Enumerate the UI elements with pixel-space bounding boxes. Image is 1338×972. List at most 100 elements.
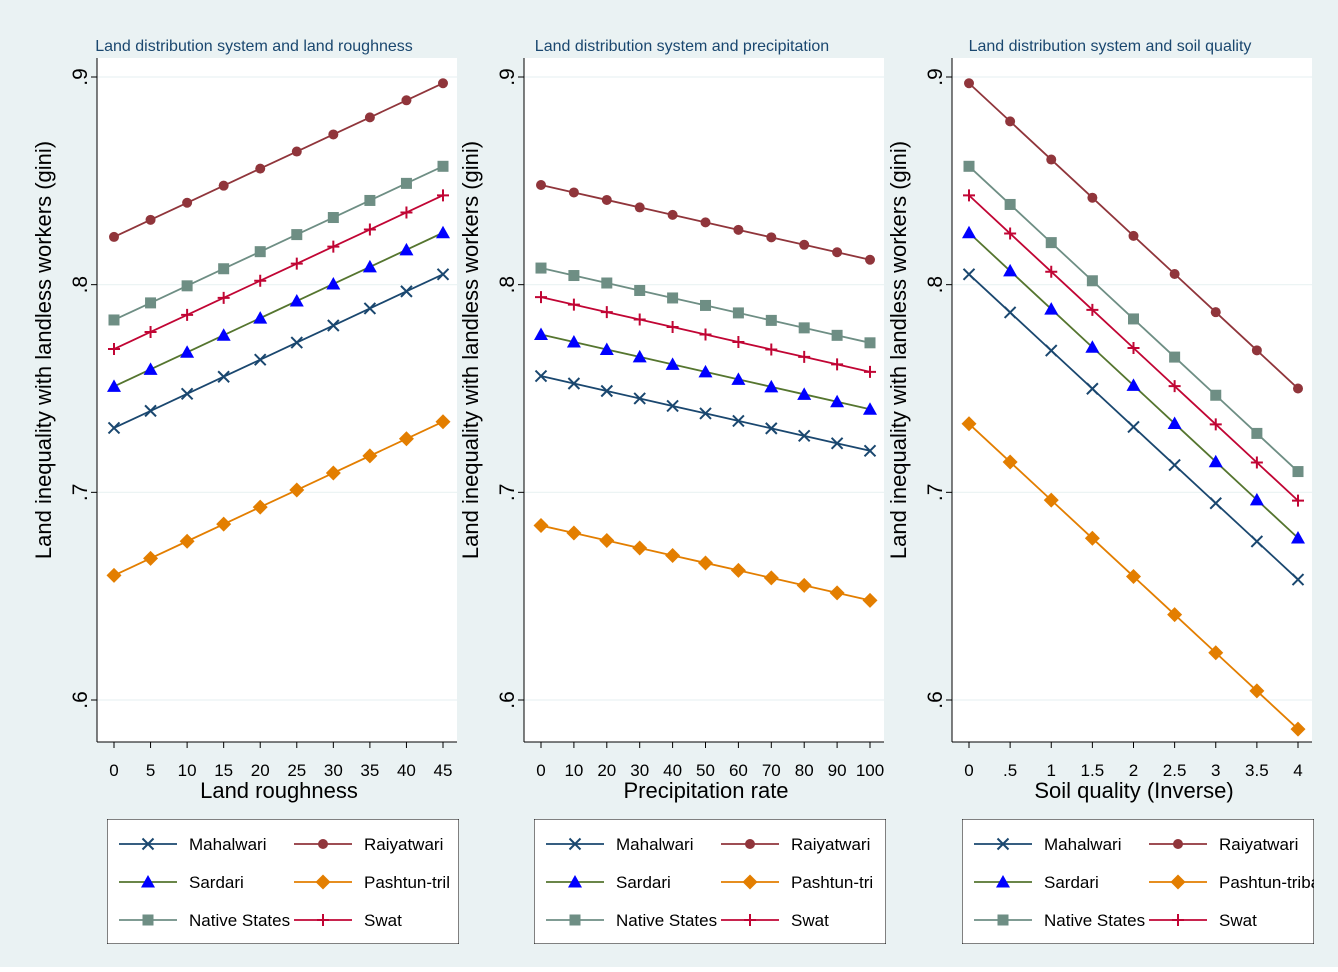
marker-raiyatwari-2	[182, 197, 193, 208]
marker-swat-2	[1045, 265, 1058, 278]
series-swat	[963, 189, 1304, 507]
marker-native-states-8	[798, 322, 810, 334]
marker-raiyatwari-7	[766, 232, 777, 243]
marker-swat	[317, 914, 329, 926]
marker-native-states-7	[364, 194, 376, 206]
legend-item: Swat	[1149, 911, 1257, 930]
marker-sardari-6	[326, 276, 341, 290]
marker-swat-1	[1004, 227, 1017, 240]
marker-raiyatwari-7	[364, 112, 375, 123]
x-tick-label: 90	[828, 761, 847, 780]
marker-sardari-7	[362, 259, 377, 273]
marker-sardari	[141, 875, 155, 888]
x-tick-label: 40	[397, 761, 416, 780]
marker-raiyatwari-2	[601, 194, 612, 205]
legend-label: Swat	[1219, 911, 1257, 930]
marker-native-states-1	[145, 297, 157, 309]
marker-swat-2	[600, 306, 613, 319]
marker-native-states-4	[1128, 313, 1139, 325]
marker-mahalwari-5	[699, 407, 712, 420]
series-line	[113, 165, 444, 321]
marker-mahalwari-2	[180, 387, 194, 401]
marker-sardari-4	[1126, 378, 1141, 391]
marker-mahalwari-4	[1127, 420, 1140, 434]
marker-pashtun-tribal-9	[435, 414, 451, 430]
marker-native-states-3	[218, 263, 230, 275]
marker-mahalwari-4	[254, 353, 267, 366]
marker-pashtun-tribal-0	[961, 416, 977, 432]
marker-sardari-0	[962, 225, 976, 239]
x-tick-label: 70	[762, 761, 781, 780]
marker-sardari-8	[797, 387, 812, 400]
marker-native-states-6	[1210, 389, 1222, 401]
legend-label: Mahalwari	[616, 835, 693, 854]
series-line	[113, 194, 444, 350]
legend-item: Mahalwari	[119, 835, 266, 854]
x-tick-label: 2	[1129, 761, 1138, 780]
legend-item: Sardari	[119, 873, 244, 892]
marker-sardari-7	[1249, 492, 1264, 506]
marker-mahalwari-3	[217, 370, 230, 383]
marker-raiyatwari-7	[1251, 345, 1262, 356]
series-swat	[535, 291, 876, 378]
marker-swat-5	[290, 257, 303, 270]
x-tick-label: 30	[630, 761, 649, 780]
x-tick-label: 1	[1047, 761, 1056, 780]
series-sardari	[534, 327, 877, 415]
marker-mahalwari-1	[144, 404, 157, 418]
legend-label: Raiyatwari	[364, 835, 443, 854]
marker-raiyatwari-6	[328, 129, 339, 140]
marker-swat-1	[567, 298, 580, 311]
marker-sardari-6	[731, 372, 746, 385]
marker-pashtun-tribal-7	[1249, 683, 1265, 699]
marker-pashtun-tribal-5	[289, 482, 305, 498]
marker-raiyatwari-0	[964, 78, 974, 89]
chart-title: Land distribution system and precipitati…	[535, 38, 829, 55]
legend-item: Raiyatwari	[294, 835, 443, 854]
marker-sardari-0	[534, 327, 548, 341]
x-tick-label: 1.5	[1081, 761, 1105, 780]
marker-swat-3	[633, 313, 646, 326]
series-raiyatwari	[964, 78, 1303, 394]
marker-raiyatwari-3	[634, 202, 645, 213]
marker-pashtun-tribal-1	[1002, 454, 1018, 470]
marker-native-states-6	[732, 307, 744, 319]
marker-mahalwari-7	[765, 422, 778, 435]
marker-native-states	[997, 914, 1009, 926]
legend-item: Raiyatwari	[721, 835, 870, 854]
marker-swat-0	[963, 189, 975, 202]
marker-raiyatwari-8	[1293, 383, 1303, 394]
x-tick-label: 20	[597, 761, 616, 780]
marker-sardari-1	[1003, 263, 1018, 277]
marker-mahalwari-0	[534, 369, 548, 383]
marker-mahalwari-5	[1168, 458, 1181, 472]
legend-label: Native States	[616, 911, 717, 930]
x-tick-label: 0	[109, 761, 118, 780]
marker-raiyatwari-2	[1046, 154, 1057, 165]
marker-raiyatwari-5	[291, 146, 302, 157]
marker-sardari-1	[143, 362, 158, 375]
marker-sardari-8	[399, 242, 414, 256]
series-sardari	[962, 225, 1305, 544]
marker-pashtun-tribal-3	[632, 540, 648, 556]
marker-pashtun-tribal-4	[252, 499, 268, 515]
marker-swat-0	[108, 343, 120, 356]
legend-item: Raiyatwari	[1149, 835, 1298, 854]
marker-mahalwari-3	[633, 392, 646, 405]
marker-mahalwari-9	[436, 268, 450, 281]
legend-label: Sardari	[189, 873, 244, 892]
legend-label: Swat	[364, 911, 402, 930]
series-mahalwari	[107, 268, 450, 435]
legend-label: Pashtun-tril	[364, 873, 450, 892]
x-axis-label: Precipitation rate	[623, 778, 788, 803]
x-tick-label: 45	[434, 761, 453, 780]
marker-raiyatwari-1	[1005, 116, 1016, 127]
y-tick-label: .9	[496, 68, 519, 86]
x-tick-label: 0	[536, 761, 545, 780]
x-tick-label: 3	[1211, 761, 1220, 780]
x-tick-label: 60	[729, 761, 748, 780]
marker-sardari-6	[1208, 454, 1223, 468]
marker-raiyatwari-1	[145, 214, 156, 225]
marker-pashtun-tribal-8	[398, 431, 414, 447]
x-tick-label: 20	[251, 761, 270, 780]
